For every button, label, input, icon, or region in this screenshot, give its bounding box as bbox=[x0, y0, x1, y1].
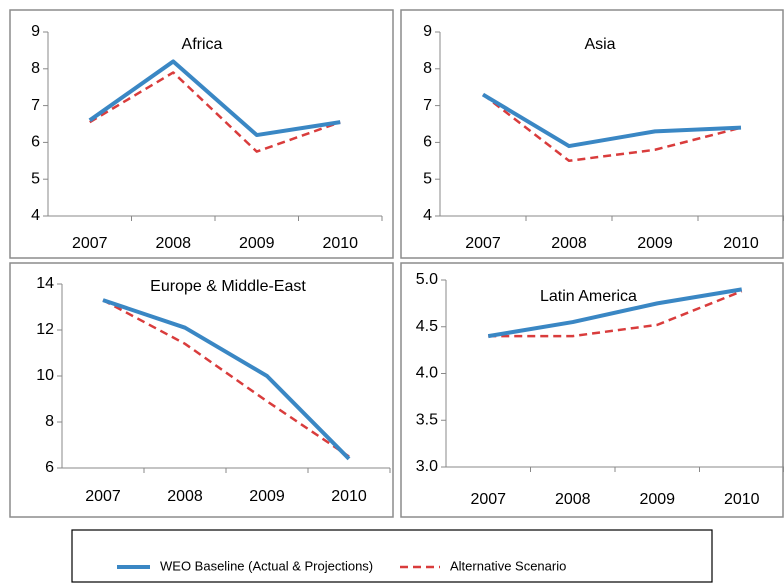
baseline-line bbox=[481, 92, 742, 149]
panel-frame bbox=[9, 9, 394, 259]
legend-label: WEO Baseline (Actual & Projections) bbox=[160, 558, 373, 573]
y-tick-label: 4 bbox=[423, 207, 432, 224]
x-tick-label: 2008 bbox=[155, 235, 191, 252]
x-tick-label: 2010 bbox=[723, 235, 759, 252]
y-tick-label: 8 bbox=[45, 413, 54, 430]
y-tick-label: 3.5 bbox=[416, 411, 438, 428]
y-tick-label: 6 bbox=[31, 134, 40, 151]
baseline-line bbox=[88, 59, 341, 138]
x-tick-label: 2007 bbox=[72, 235, 108, 252]
y-tick-label: 9 bbox=[31, 23, 40, 40]
panel-frame bbox=[400, 262, 784, 518]
y-tick-label: 14 bbox=[36, 275, 54, 292]
x-tick-label: 2008 bbox=[551, 235, 587, 252]
x-tick-label: 2010 bbox=[331, 488, 367, 505]
x-tick-label: 2010 bbox=[724, 491, 760, 508]
x-tick-label: 2009 bbox=[639, 491, 675, 508]
alternative-line bbox=[102, 298, 350, 458]
panel-frame bbox=[9, 262, 394, 518]
x-tick-label: 2007 bbox=[465, 235, 501, 252]
y-tick-label: 5 bbox=[423, 170, 432, 187]
x-tick-label: 2007 bbox=[85, 488, 121, 505]
x-tick-label: 2009 bbox=[249, 488, 285, 505]
baseline-line bbox=[487, 287, 743, 339]
y-tick-label: 9 bbox=[423, 23, 432, 40]
y-tick-label: 8 bbox=[423, 60, 432, 77]
x-tick-label: 2010 bbox=[322, 235, 358, 252]
x-tick-label: 2008 bbox=[167, 488, 203, 505]
y-tick-label: 10 bbox=[36, 367, 54, 384]
panel-title: Latin America bbox=[540, 288, 637, 305]
x-tick-label: 2007 bbox=[470, 491, 506, 508]
alternative-line bbox=[89, 71, 341, 153]
y-tick-label: 4.5 bbox=[416, 318, 438, 335]
baseline-line bbox=[102, 298, 351, 461]
y-tick-label: 7 bbox=[31, 97, 40, 114]
y-tick-label: 6 bbox=[45, 459, 54, 476]
y-tick-label: 8 bbox=[31, 60, 40, 77]
y-tick-label: 5 bbox=[31, 170, 40, 187]
x-tick-label: 2009 bbox=[239, 235, 275, 252]
x-tick-label: 2008 bbox=[555, 491, 591, 508]
y-tick-label: 7 bbox=[423, 97, 432, 114]
panel-title: Europe & Middle-East bbox=[150, 278, 306, 295]
y-tick-label: 4 bbox=[31, 207, 40, 224]
panel-title: Africa bbox=[182, 36, 223, 53]
alternative-line bbox=[482, 93, 742, 163]
y-tick-label: 3.0 bbox=[416, 458, 438, 475]
panel-title: Asia bbox=[584, 36, 615, 53]
panel-frame bbox=[400, 9, 784, 259]
y-tick-label: 12 bbox=[36, 321, 54, 338]
y-tick-label: 4.0 bbox=[416, 365, 438, 382]
alternative-line bbox=[488, 290, 743, 338]
x-tick-label: 2009 bbox=[637, 235, 673, 252]
y-tick-label: 6 bbox=[423, 134, 432, 151]
y-tick-label: 5.0 bbox=[416, 271, 438, 288]
legend-box bbox=[71, 529, 713, 583]
legend-label: Alternative Scenario bbox=[450, 558, 566, 573]
